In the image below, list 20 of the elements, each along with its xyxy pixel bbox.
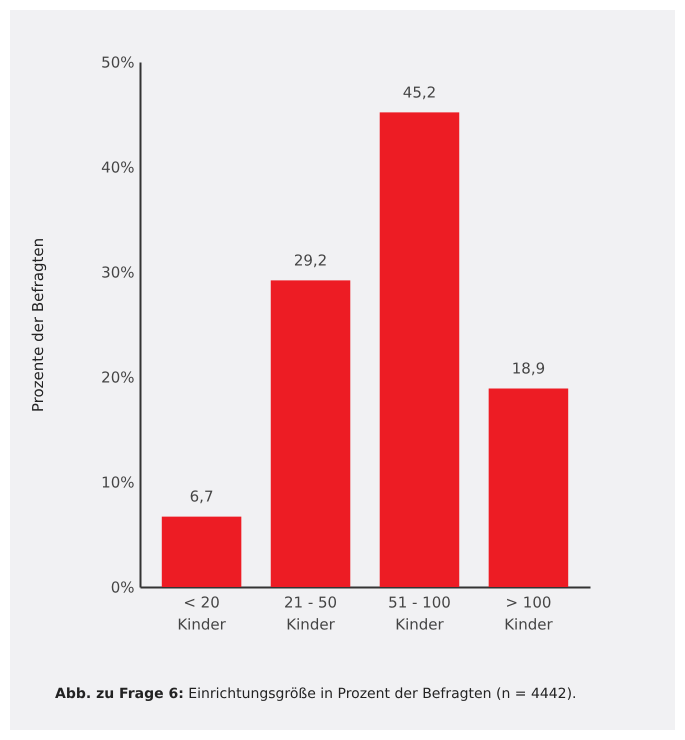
x-tick-label: 21 - 50 Kinder	[284, 594, 338, 634]
y-tick-label: 20%	[101, 368, 134, 386]
bar	[270, 280, 350, 587]
bar	[488, 388, 568, 587]
x-tick-label: 51 - 100 Kinder	[388, 594, 451, 634]
bar	[162, 516, 242, 587]
y-tick-label: 0%	[110, 578, 134, 596]
y-tick-label: 40%	[101, 158, 134, 176]
data-label: 29,2	[294, 251, 328, 270]
data-label: 45,2	[402, 83, 436, 102]
y-axis-title: Prozente der Befragten	[29, 238, 48, 412]
x-tick-label: > 100 Kinder	[504, 594, 554, 634]
bar	[380, 112, 460, 587]
y-tick-label: 30%	[101, 264, 134, 282]
data-label: 18,9	[512, 360, 546, 378]
text: Abb. zu Frage 6: Einrichtungsgröße in Prozent der Befragten (n = 4442).	[55, 686, 578, 702]
y-tick-label: 50%	[101, 54, 134, 72]
data-label: 6,7	[190, 488, 214, 506]
y-tick-label: 10%	[101, 474, 134, 492]
x-tick-label: < 20 Kinder	[177, 594, 227, 634]
